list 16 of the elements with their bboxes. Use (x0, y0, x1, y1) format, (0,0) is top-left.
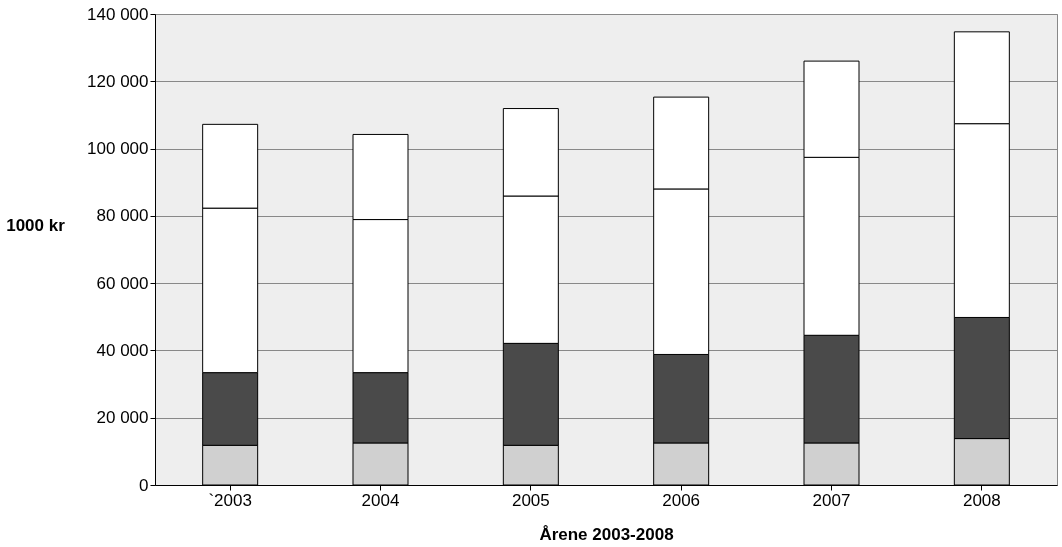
x-tick-label: 2005 (511, 490, 550, 510)
y-tick-label: 20 000 (96, 408, 149, 428)
x-tick-label: 2006 (662, 490, 701, 510)
x-axis-title: Årene 2003-2008 (539, 524, 674, 544)
y-axis-title: 1000 kr (6, 215, 66, 235)
x-tick-label: `2003 (208, 490, 252, 510)
y-tick-label: 0 (139, 475, 149, 495)
y-tick-label: 60 000 (96, 273, 149, 293)
x-tick-label: 2007 (812, 490, 851, 510)
y-tick-label: 120 000 (87, 71, 149, 91)
y-tick-label: 80 000 (96, 206, 149, 226)
x-tick-label: 2004 (361, 490, 400, 510)
x-tick-label: 2008 (962, 490, 1001, 510)
y-tick-label: 140 000 (87, 4, 149, 24)
y-tick-label: 100 000 (87, 139, 149, 159)
y-tick-label: 40 000 (96, 340, 149, 360)
